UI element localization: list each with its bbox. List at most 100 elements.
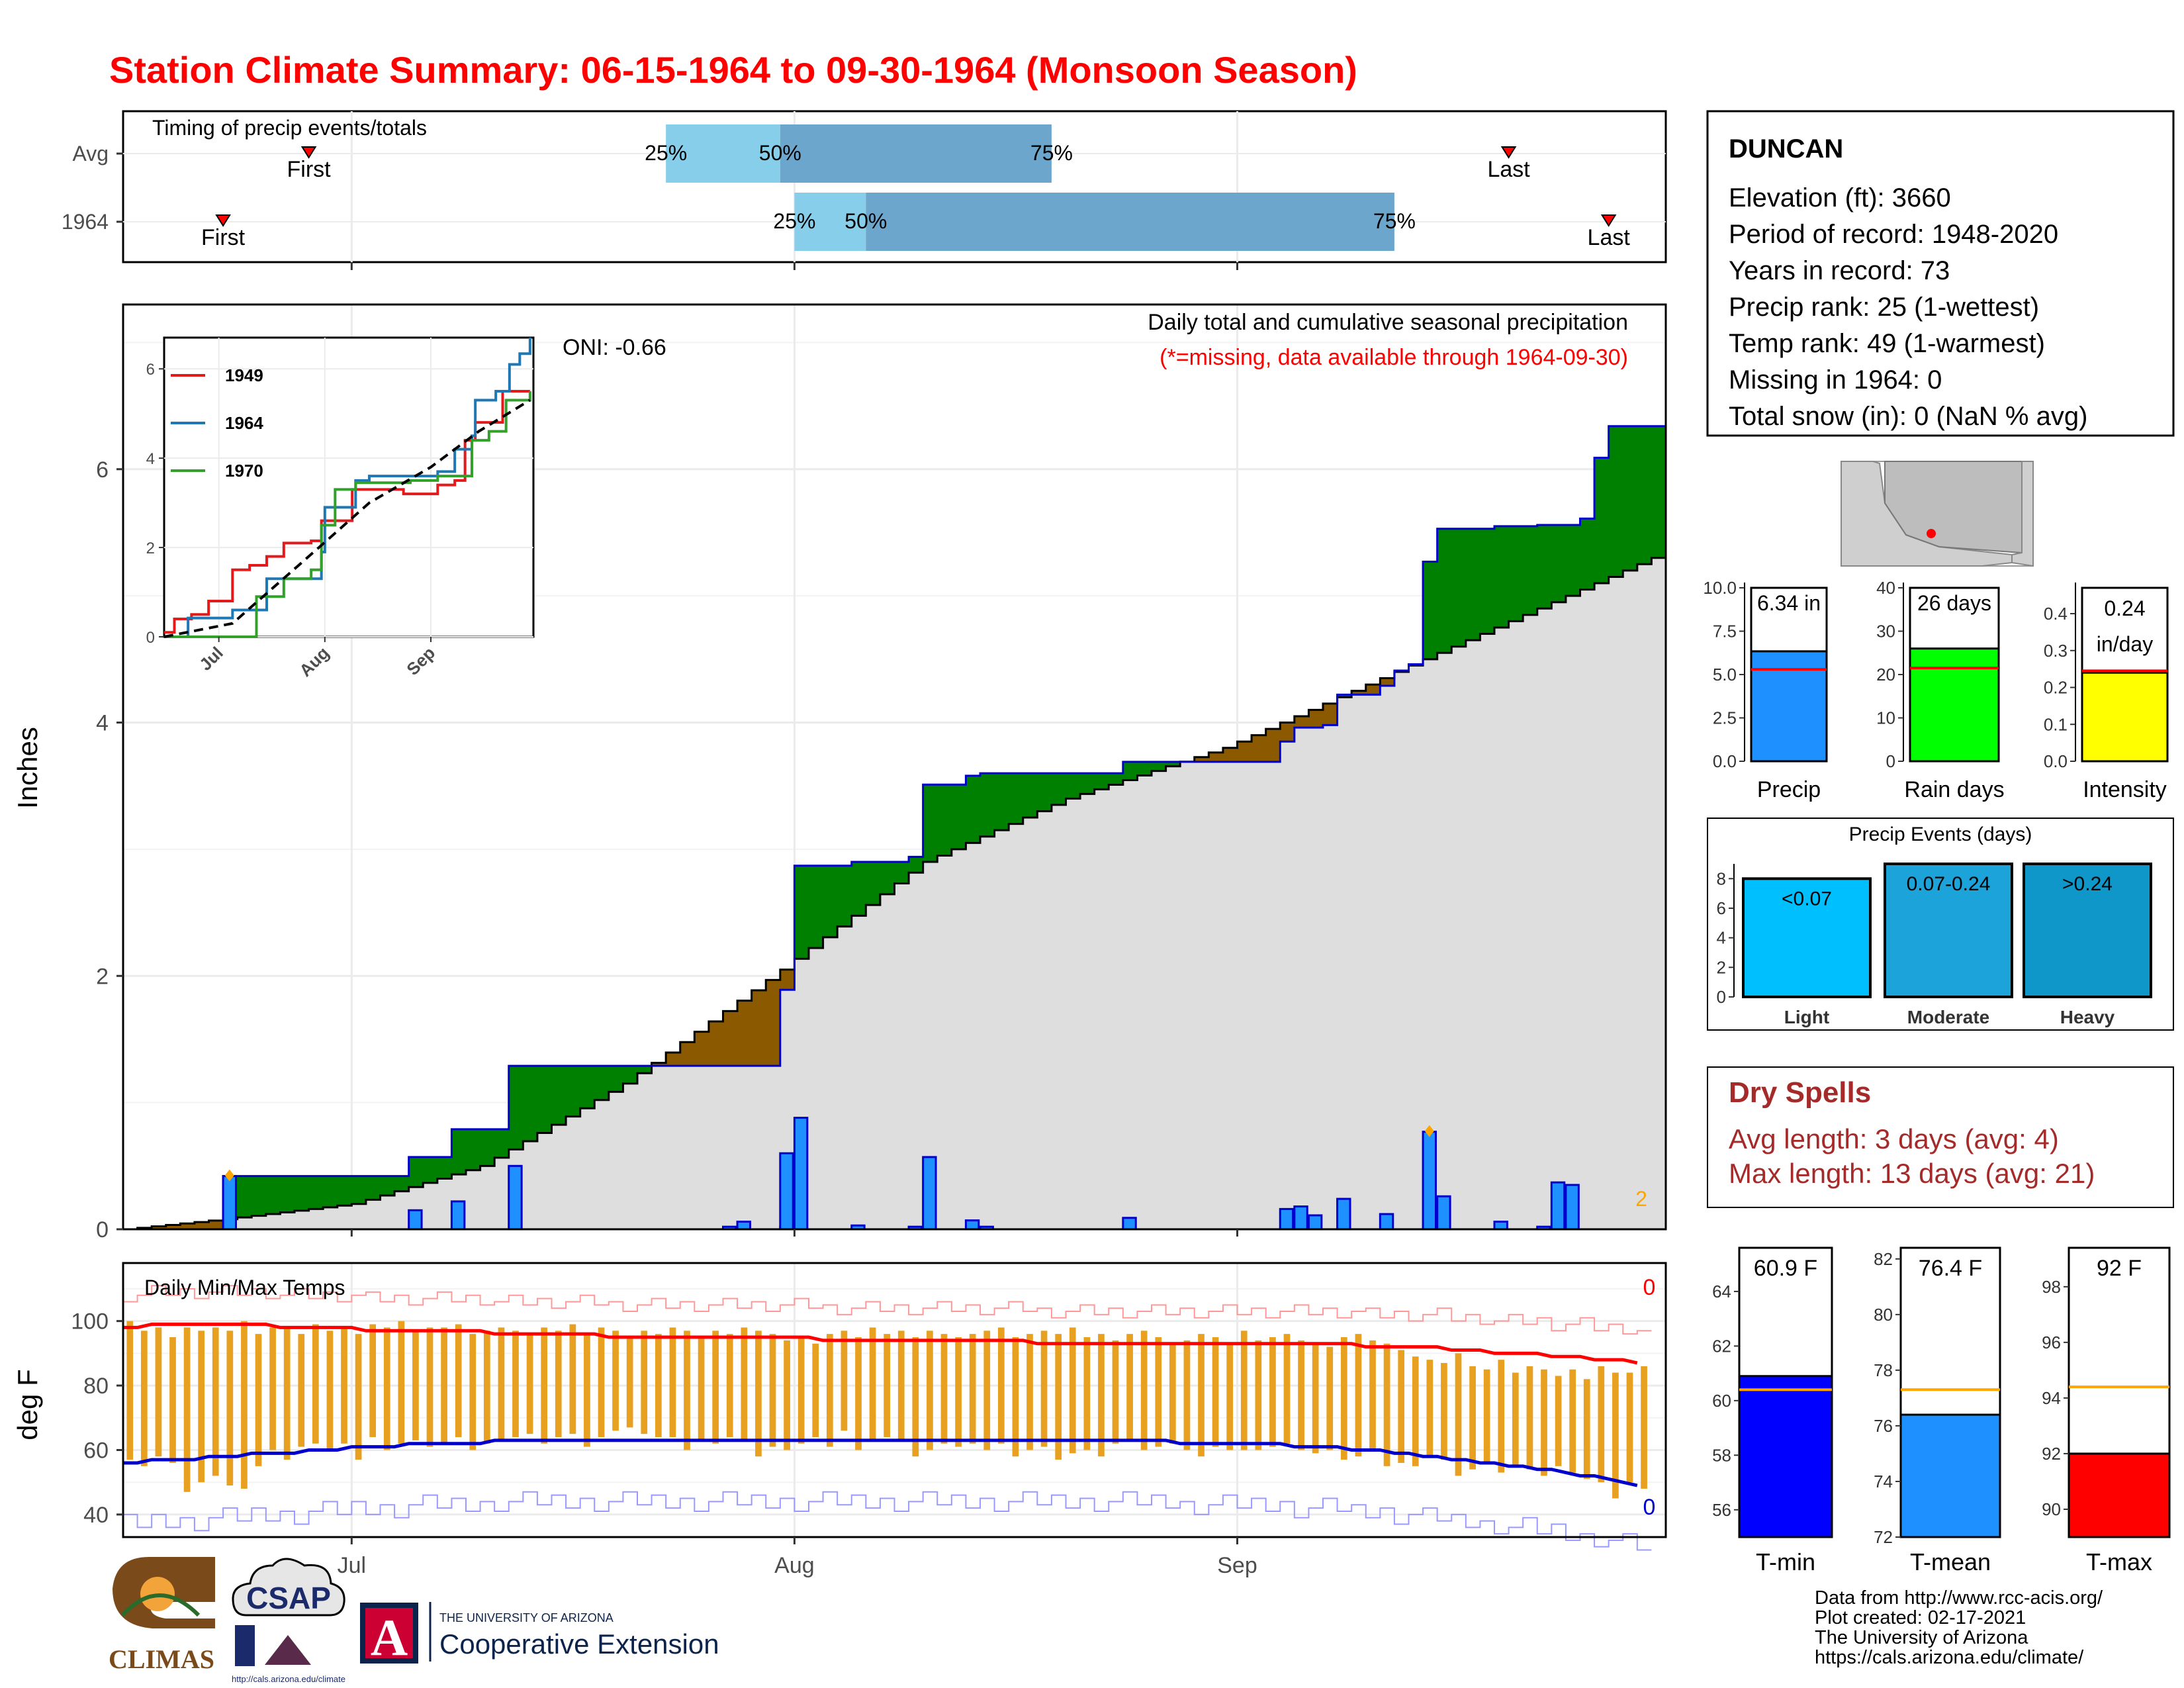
below-average-area [737, 1000, 752, 1066]
above-average-area [951, 784, 967, 849]
summary-ytick-label: 0.0 [2044, 751, 2068, 771]
below-average-area [208, 1220, 224, 1229]
above-average-area [880, 862, 895, 894]
oni-label: ONI: -0.66 [563, 335, 666, 360]
precip-ytick-label: 4 [96, 711, 109, 736]
above-average-area [423, 1156, 438, 1183]
temp-bg [123, 1263, 1666, 1537]
below-average-area [1351, 690, 1367, 695]
above-average-area [1451, 528, 1467, 647]
daily-temp-bar [669, 1327, 676, 1438]
temp-summary-label: T-max [2086, 1548, 2152, 1575]
ua-big-text: Cooperative Extension [439, 1628, 719, 1660]
dry-spells-box: Dry Spells Avg length: 3 days (avg: 4) M… [1707, 1066, 2174, 1208]
temp-ytick-label: 40 [83, 1503, 109, 1528]
temp-summary-ytick-label: 90 [2042, 1499, 2061, 1519]
daily-temp-bar [997, 1327, 1005, 1444]
precip-ytick-label: 2 [96, 964, 109, 989]
summary-value-label: 0.24 [2104, 596, 2145, 620]
above-average-area [566, 1066, 581, 1117]
above-average-area [1152, 761, 1167, 771]
timing-bar-q2 [780, 124, 1052, 183]
daily-temp-bar [1598, 1366, 1605, 1483]
temp-summary-value: 92 F [2097, 1256, 2142, 1281]
daily-temp-bar [212, 1327, 219, 1476]
inset-line-1949 [164, 389, 530, 634]
daily-temp-bar [641, 1331, 648, 1434]
below-average-area [1237, 741, 1252, 762]
daily-temp-bar [1383, 1343, 1390, 1466]
inset-ytick-label: 0 [146, 629, 155, 647]
timing-p75-label: 75% [1373, 209, 1416, 233]
daily-temp-bar [626, 1337, 633, 1428]
daily-precip-bar [408, 1209, 423, 1231]
location-map [1841, 461, 2034, 567]
below-average-area [1208, 752, 1224, 762]
timing-row-label: 1964 [62, 210, 109, 234]
daily-precip-bar [964, 1219, 980, 1231]
daily-temp-bar [940, 1334, 948, 1444]
observed-cumulative-line [123, 425, 1666, 1231]
inset-average-line [163, 399, 531, 638]
temp-summary-ytick-label: 62 [1712, 1336, 1731, 1356]
record-high-line [123, 1285, 1652, 1335]
daily-temp-bar [555, 1331, 562, 1438]
daily-precip-bar [1422, 1131, 1437, 1231]
above-average-area [295, 1176, 310, 1211]
temp-summary-bar-2 [2068, 1452, 2171, 1538]
above-average-area [1480, 528, 1495, 634]
summary-value-unit: in/day [2097, 632, 2153, 656]
above-average-area [437, 1156, 453, 1179]
below-average-area [651, 1062, 666, 1066]
temp-summary-value: 76.4 F [1919, 1256, 1982, 1281]
event-bar-category: Heavy [2060, 1007, 2115, 1027]
daily-temp-bar [1583, 1379, 1590, 1479]
last-label: Last [1588, 225, 1631, 250]
daily-temp-bar [1126, 1334, 1133, 1440]
station-line-snow: Total snow (in): 0 (NaN % avg) [1729, 402, 2087, 431]
above-average-area [1165, 761, 1181, 767]
daily-temp-bar [797, 1337, 805, 1444]
below-average-area [1222, 747, 1238, 762]
daily-temp-bar [955, 1337, 962, 1447]
events-ytick-label: 8 [1717, 868, 1726, 888]
dry-spells-frame [1707, 1066, 2174, 1208]
inset-frame [163, 336, 535, 638]
above-average-area [1465, 528, 1481, 641]
summary-bar-1 [1909, 647, 2000, 763]
above-average-area [1608, 426, 1623, 577]
above-average-area [608, 1066, 624, 1092]
above-average-area [851, 862, 866, 916]
below-average-area [1323, 703, 1338, 726]
footer-line-4: https://cals.arizona.edu/climate/ [1815, 1647, 2084, 1668]
timing-p75-label: 75% [1030, 141, 1073, 165]
above-average-area [580, 1066, 595, 1109]
daily-temp-bar [1369, 1340, 1376, 1450]
daily-temp-bar [1569, 1369, 1576, 1473]
above-average-area [637, 1066, 653, 1074]
daily-temp-bar [755, 1331, 762, 1457]
climas-logo: CLIMAS [109, 1557, 215, 1674]
daily-temp-bar [512, 1331, 519, 1438]
record-low-line [123, 1491, 1652, 1551]
above-average-area [823, 865, 838, 937]
timing-p50-label: 50% [844, 209, 887, 233]
daily-temp-bar [841, 1331, 848, 1431]
precip-events-chart: Precip Events (days) 0 2 4 6 8 <0.07 Light 0.07-… [1707, 818, 2174, 1031]
above-average-area [1066, 773, 1081, 799]
daily-precip-bar [1307, 1214, 1323, 1231]
daily-temp-bar [1641, 1366, 1647, 1489]
daily-temp-bar [140, 1331, 148, 1466]
above-average-area [866, 862, 881, 906]
daily-temp-bar [1398, 1350, 1405, 1463]
above-average-area [1023, 773, 1038, 818]
station-line-precip-rank: Precip rank: 25 (1-wettest) [1729, 293, 2039, 322]
temp-summary-ytick-label: 58 [1712, 1445, 1731, 1465]
above-average-area [1051, 773, 1067, 805]
below-average-area [1365, 684, 1381, 695]
below-average-area [1194, 757, 1209, 762]
above-average-area [1523, 526, 1538, 615]
above-average-area [966, 775, 981, 843]
above-average-area [251, 1176, 267, 1216]
